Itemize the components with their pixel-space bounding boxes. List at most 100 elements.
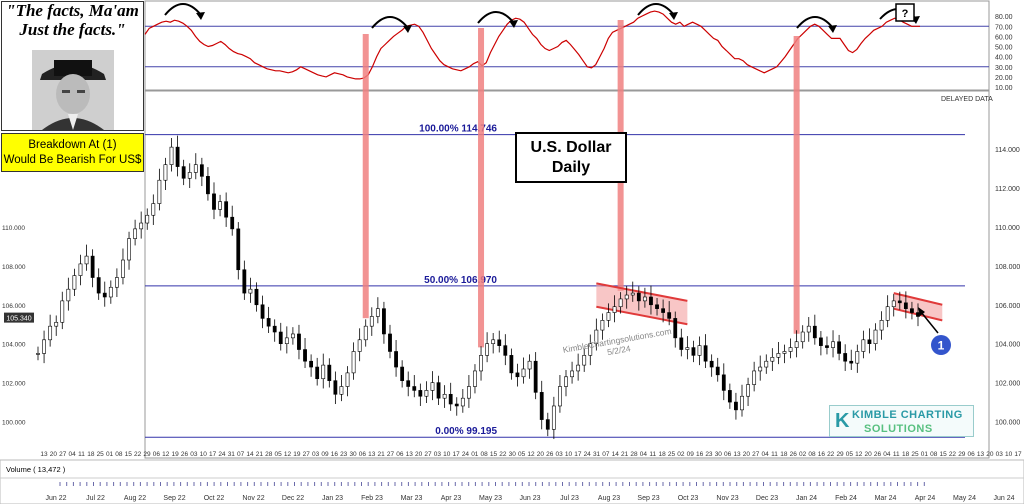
x-day-label-56: 10 bbox=[565, 451, 573, 458]
candle-body-1 bbox=[42, 339, 46, 354]
candle-body-55 bbox=[369, 316, 374, 327]
x-day-label-60: 07 bbox=[602, 451, 610, 458]
peak-connector-1 bbox=[478, 28, 485, 348]
candle-body-68 bbox=[448, 393, 453, 405]
candle-body-18 bbox=[145, 214, 150, 224]
x-day-label-79: 18 bbox=[780, 451, 788, 458]
x-day-label-95: 08 bbox=[930, 451, 938, 458]
x-day-label-3: 04 bbox=[68, 451, 76, 458]
candle-body-51 bbox=[345, 372, 350, 387]
x-day-label-54: 26 bbox=[546, 451, 554, 458]
candle-body-76 bbox=[497, 339, 502, 346]
marker-arrow-head bbox=[918, 307, 925, 316]
candle-body-83 bbox=[539, 392, 544, 420]
candle-body-104 bbox=[667, 312, 672, 319]
candle-body-124 bbox=[788, 347, 793, 352]
x-day-label-23: 21 bbox=[256, 451, 264, 458]
x-day-label-81: 02 bbox=[799, 451, 807, 458]
candle-body-66 bbox=[436, 382, 441, 399]
candle-body-116 bbox=[740, 395, 744, 411]
x-day-label-2: 27 bbox=[59, 451, 67, 458]
x-day-label-77: 04 bbox=[762, 451, 770, 458]
x-day-label-34: 06 bbox=[359, 451, 367, 458]
x-month-label-17: Nov 23 bbox=[716, 495, 738, 502]
peak-connector-3 bbox=[793, 36, 800, 334]
x-day-label-100: 13 bbox=[977, 451, 985, 458]
candle-body-107 bbox=[685, 347, 690, 350]
x-day-label-39: 13 bbox=[406, 451, 414, 458]
candle-body-60 bbox=[400, 366, 405, 381]
x-day-label-5: 18 bbox=[87, 451, 95, 458]
x-day-label-67: 25 bbox=[668, 451, 676, 458]
candle-body-115 bbox=[734, 401, 738, 411]
candle-body-4 bbox=[60, 300, 65, 323]
candle-body-17 bbox=[139, 222, 144, 230]
x-day-label-16: 03 bbox=[190, 451, 198, 458]
photo-panel bbox=[1, 1, 144, 131]
x-day-label-18: 17 bbox=[209, 451, 217, 458]
note-line1: Breakdown At (1) bbox=[28, 139, 117, 151]
x-day-label-92: 18 bbox=[902, 451, 910, 458]
x-day-label-48: 15 bbox=[490, 451, 498, 458]
x-day-label-38: 06 bbox=[396, 451, 404, 458]
x-month-label-12: Jun 23 bbox=[519, 495, 540, 502]
candle-body-103 bbox=[661, 308, 666, 313]
x-day-label-83: 16 bbox=[818, 451, 826, 458]
price-tick-right-2: 110.000 bbox=[995, 225, 1020, 232]
x-day-label-52: 12 bbox=[527, 451, 535, 458]
x-day-label-27: 19 bbox=[293, 451, 301, 458]
x-day-label-10: 22 bbox=[134, 451, 142, 458]
candle-body-33 bbox=[236, 228, 241, 271]
candle-body-69 bbox=[454, 403, 459, 407]
candle-body-56 bbox=[375, 308, 380, 317]
candle-body-24 bbox=[181, 166, 186, 179]
x-day-label-14: 19 bbox=[171, 451, 179, 458]
price-tick-right-5: 104.000 bbox=[995, 342, 1020, 349]
candle-body-63 bbox=[418, 390, 423, 397]
marker-label: 1 bbox=[938, 339, 945, 353]
candle-body-110 bbox=[703, 345, 708, 362]
x-day-label-86: 05 bbox=[846, 451, 854, 458]
candle-body-90 bbox=[582, 355, 587, 366]
candle-body-49 bbox=[333, 380, 338, 395]
chart-title-box: U.S. Dollar Daily bbox=[515, 132, 627, 183]
candle-body-126 bbox=[800, 331, 805, 343]
x-day-label-102: 03 bbox=[996, 451, 1004, 458]
candle-body-35 bbox=[248, 288, 253, 294]
channel-2-upper bbox=[893, 292, 943, 306]
peak-arc-head-4 bbox=[828, 25, 837, 33]
x-day-label-78: 11 bbox=[771, 451, 778, 458]
x-month-label-21: Mar 24 bbox=[875, 495, 897, 502]
candle-body-36 bbox=[254, 288, 259, 306]
candle-body-96 bbox=[618, 298, 623, 308]
x-month-label-11: May 23 bbox=[479, 495, 502, 502]
x-month-label-24: Jun 24 bbox=[993, 495, 1014, 502]
x-day-label-0: 13 bbox=[40, 451, 48, 458]
x-day-label-69: 09 bbox=[687, 451, 695, 458]
x-day-label-49: 22 bbox=[499, 451, 507, 458]
candle-body-44 bbox=[303, 349, 307, 362]
candle-body-71 bbox=[466, 386, 471, 399]
x-day-label-35: 13 bbox=[368, 451, 376, 458]
candle-body-31 bbox=[224, 201, 229, 218]
candle-body-125 bbox=[794, 341, 799, 348]
fib-label-1: 50.00% 106.970 bbox=[424, 275, 497, 286]
candle-body-37 bbox=[260, 304, 265, 319]
indicator-tick-1: 70.00 bbox=[995, 24, 1013, 31]
x-day-label-74: 13 bbox=[733, 451, 741, 458]
x-day-label-6: 25 bbox=[97, 451, 105, 458]
candle-body-85 bbox=[551, 405, 556, 430]
x-day-label-72: 30 bbox=[715, 451, 723, 458]
candle-body-48 bbox=[327, 364, 332, 381]
x-day-label-96: 15 bbox=[939, 451, 947, 458]
x-day-label-37: 27 bbox=[387, 451, 395, 458]
kimble-logo: K KIMBLE CHARTING SOLUTIONS bbox=[829, 405, 974, 437]
x-day-label-76: 27 bbox=[752, 451, 760, 458]
x-day-label-62: 21 bbox=[621, 451, 629, 458]
candle-body-5 bbox=[66, 288, 71, 302]
candle-body-23 bbox=[175, 146, 180, 167]
candle-body-117 bbox=[746, 384, 750, 397]
x-day-label-17: 10 bbox=[200, 451, 208, 458]
man-in-fedora-portrait bbox=[32, 50, 114, 130]
candle-body-106 bbox=[679, 337, 684, 350]
